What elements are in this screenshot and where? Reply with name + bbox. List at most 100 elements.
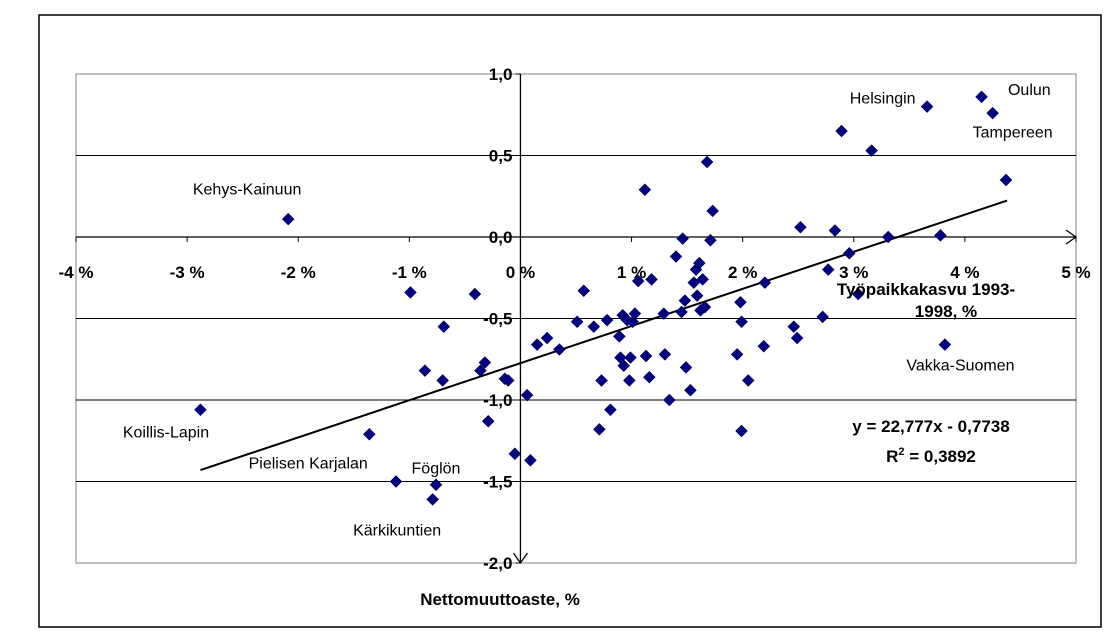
trendline-equation: y = 22,777x - 0,7738 [852, 417, 1009, 436]
data-point [468, 287, 482, 301]
data-point [986, 106, 1000, 120]
data-point [675, 305, 688, 319]
data-point [639, 349, 653, 363]
data-point [828, 224, 842, 237]
data-point [741, 374, 755, 387]
data-point [481, 414, 495, 428]
data-point [524, 453, 537, 467]
x-tick-label: -3 % [170, 263, 205, 282]
data-point [704, 233, 717, 247]
data-point [587, 320, 601, 334]
data-point [530, 338, 544, 351]
x-tick-label: 5 % [1061, 263, 1090, 282]
data-point [624, 351, 637, 364]
x-tick-labels: -4 % -3 % -2 % -1 % 0 % 1 % 2 % 3 % 4 % 5 % [59, 263, 1091, 282]
data-point [642, 370, 656, 384]
data-point [757, 339, 771, 353]
data-point [676, 232, 690, 245]
data-point [638, 183, 652, 197]
data-point [706, 204, 720, 218]
data-point [622, 374, 636, 387]
x-tick-label: -2 % [281, 263, 316, 282]
data-point [735, 315, 748, 329]
data-point [835, 124, 848, 138]
data-point [790, 331, 804, 345]
data-point [628, 307, 642, 320]
data-point [669, 250, 683, 263]
y-tick-label: 0,5 [489, 147, 513, 166]
y-tick-labels: 1,0 0,5 0,0 -0,5 -1,0 -1,5 -2,0 [483, 65, 512, 573]
data-point [881, 230, 895, 244]
point-label: Kärkikuntien [353, 522, 441, 539]
y-tick-label: 0,0 [489, 228, 513, 247]
data-points [194, 90, 1013, 506]
data-point [429, 478, 443, 492]
data-point [851, 287, 865, 301]
data-point [281, 212, 295, 226]
data-point [404, 286, 417, 299]
data-point [758, 276, 772, 289]
x-tick-label: -1 % [392, 263, 427, 282]
point-label: Tampereen [973, 125, 1053, 142]
data-point [501, 374, 515, 387]
data-point [540, 331, 554, 345]
data-point [678, 294, 692, 307]
data-point [662, 393, 676, 407]
x-tick-label: 4 % [950, 263, 979, 282]
data-point [975, 90, 988, 104]
data-point [734, 295, 747, 309]
data-point [474, 364, 487, 378]
point-label: Helsingin [850, 90, 916, 107]
data-point [577, 284, 591, 298]
data-point [999, 173, 1013, 187]
trendline-line [200, 199, 1008, 472]
x-tick-label: -4 % [59, 263, 94, 282]
point-label: Föglön [412, 460, 461, 477]
gridlines [76, 155, 1076, 482]
data-point [692, 256, 706, 270]
y-tick-label: -1,5 [483, 473, 512, 492]
data-point [696, 273, 710, 286]
data-point [679, 361, 693, 374]
trendline [200, 199, 1008, 472]
data-point [418, 364, 432, 378]
data-point [478, 356, 492, 369]
data-point [617, 359, 631, 373]
data-point [600, 313, 614, 327]
data-point [690, 289, 704, 303]
y-tick-label: -2,0 [483, 554, 512, 573]
data-point [787, 320, 801, 334]
x-tick-label: 0 % [506, 263, 535, 282]
x-axis-title-line1: Työpaikkakasvu 1993- [837, 280, 1015, 299]
point-label: Oulun [1008, 82, 1051, 99]
data-point [920, 100, 934, 113]
data-point [595, 374, 608, 387]
point-label: Kehys-Kainuun [193, 182, 302, 199]
data-point [389, 475, 403, 488]
point-label: Pielisen Karjalan [249, 455, 368, 472]
data-point [612, 330, 626, 343]
data-point [592, 422, 606, 436]
chart-area-border [38, 14, 1102, 628]
y-tick-label: 1,0 [489, 65, 513, 84]
point-annotations: Kehys-Kainuun Koillis-Lapin Pielisen Karja… [123, 82, 1053, 539]
y-tick-label: -0,5 [483, 310, 512, 329]
data-point [938, 338, 952, 351]
data-point [570, 315, 584, 329]
data-point [645, 273, 658, 286]
data-point [436, 374, 450, 387]
point-label: Koillis-Lapin [123, 424, 209, 441]
axes [75, 73, 1078, 565]
y-axis-title: Nettomuuttoaste, % [420, 590, 580, 609]
data-point [794, 220, 807, 234]
data-point [698, 300, 712, 314]
data-point [520, 388, 534, 402]
data-point [865, 144, 878, 157]
data-point [604, 403, 617, 417]
data-point [735, 424, 748, 438]
data-point [552, 343, 566, 356]
data-point [658, 348, 672, 361]
data-point [934, 229, 947, 242]
x-tick-label: 3 % [839, 263, 868, 282]
